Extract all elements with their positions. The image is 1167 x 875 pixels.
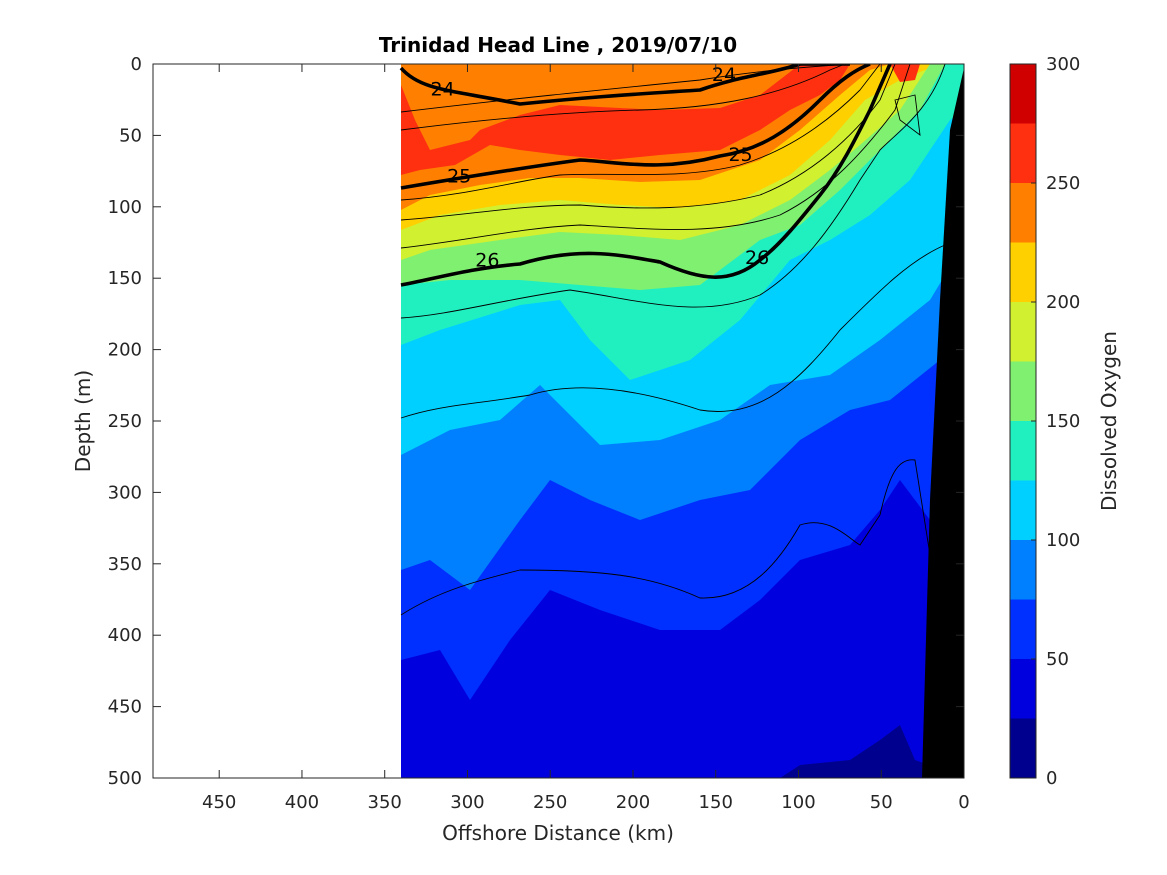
x-tick-label: 450	[202, 792, 236, 813]
x-axis-label: Offshore Distance (km)	[442, 821, 674, 845]
thick-contour	[400, 64, 892, 287]
band-250	[401, 64, 850, 175]
x-tick-label: 300	[450, 792, 484, 813]
colorbar-tick-label: 150	[1046, 411, 1080, 432]
colorbar-tick-label: 250	[1046, 173, 1080, 194]
band-25	[401, 480, 964, 778]
y-tick-label: 300	[108, 482, 142, 503]
colorbar-swatch	[1010, 480, 1036, 540]
y-tick-label: 250	[108, 411, 142, 432]
x-tick-label: 150	[699, 792, 733, 813]
y-tick-label: 100	[108, 197, 142, 218]
colorbar-swatch	[1010, 361, 1036, 421]
colorbar-swatch	[1010, 302, 1036, 362]
contour-label: 26	[745, 247, 769, 269]
thin-contour	[894, 94, 921, 136]
thick-contour	[400, 64, 871, 190]
x-tick-label: 0	[958, 792, 969, 813]
colorbar-swatch	[1010, 242, 1036, 302]
x-axis-ticks: 450 400 350 300 250 200 150 100 50 0	[202, 64, 970, 813]
chart-title: Trinidad Head Line , 2019/07/10	[379, 33, 737, 57]
y-tick-label: 400	[108, 625, 142, 646]
colorbar-label: Dissolved Oxygen	[1097, 331, 1121, 511]
contour-label: 24	[431, 78, 455, 100]
colorbar	[1009, 63, 1037, 779]
colorbar-swatch	[1010, 64, 1036, 124]
colorbar-tick-label: 300	[1046, 54, 1080, 75]
y-tick-label: 350	[108, 554, 142, 575]
thin-contour	[400, 64, 896, 221]
colorbar-swatch	[1010, 599, 1036, 659]
y-tick-label: 50	[119, 125, 142, 146]
y-axis-label: Depth (m)	[71, 370, 95, 472]
thin-contour	[400, 64, 846, 131]
contour-label: 26	[475, 250, 499, 272]
y-tick-label: 200	[108, 340, 142, 361]
x-tick-label: 200	[616, 792, 650, 813]
x-tick-label: 350	[368, 792, 402, 813]
colorbar-tick-label: 200	[1046, 292, 1080, 313]
contour-label: 25	[447, 165, 471, 187]
y-tick-label: 0	[131, 54, 142, 75]
colorbar-tick-label: 0	[1046, 768, 1057, 789]
thin-contour	[400, 64, 946, 319]
colorbar-swatch	[1010, 123, 1036, 183]
thick-contour	[399, 64, 850, 106]
x-tick-label: 250	[533, 792, 567, 813]
x-tick-label: 50	[870, 792, 893, 813]
contour-label: 25	[728, 144, 752, 166]
thin-contour	[400, 244, 946, 419]
x-tick-label: 100	[781, 792, 815, 813]
colorbar-swatch	[1010, 421, 1036, 481]
colorbar-swatch	[1010, 718, 1036, 778]
thin-isopycnals	[400, 64, 946, 616]
band-0	[401, 725, 964, 778]
y-tick-label: 450	[108, 697, 142, 718]
colorbar-swatch	[1010, 183, 1036, 243]
y-axis-ticks: 0 50 100 150 200 250 300 350 400 450 500	[108, 54, 964, 789]
thin-contour	[400, 64, 911, 249]
y-tick-label: 500	[108, 768, 142, 789]
oxygen-bands	[401, 64, 964, 778]
colorbar-tick-label: 50	[1046, 649, 1069, 670]
bathymetry	[922, 68, 964, 778]
thin-contour	[400, 64, 851, 113]
colorbar-swatch	[1010, 540, 1036, 600]
thick-isopycnals	[399, 64, 892, 287]
colorbar-swatch	[1010, 659, 1036, 719]
contour-labels: 24 24 25 25 26 26	[431, 64, 770, 272]
thin-contour	[400, 459, 931, 616]
band-250	[890, 64, 920, 82]
thin-contour	[400, 64, 881, 201]
colorbar-ticks: 0 50 100 150 200 250 300	[1031, 54, 1080, 789]
x-tick-label: 400	[285, 792, 319, 813]
contour-label: 24	[712, 64, 736, 86]
y-tick-label: 150	[108, 268, 142, 289]
colorbar-tick-label: 100	[1046, 530, 1080, 551]
